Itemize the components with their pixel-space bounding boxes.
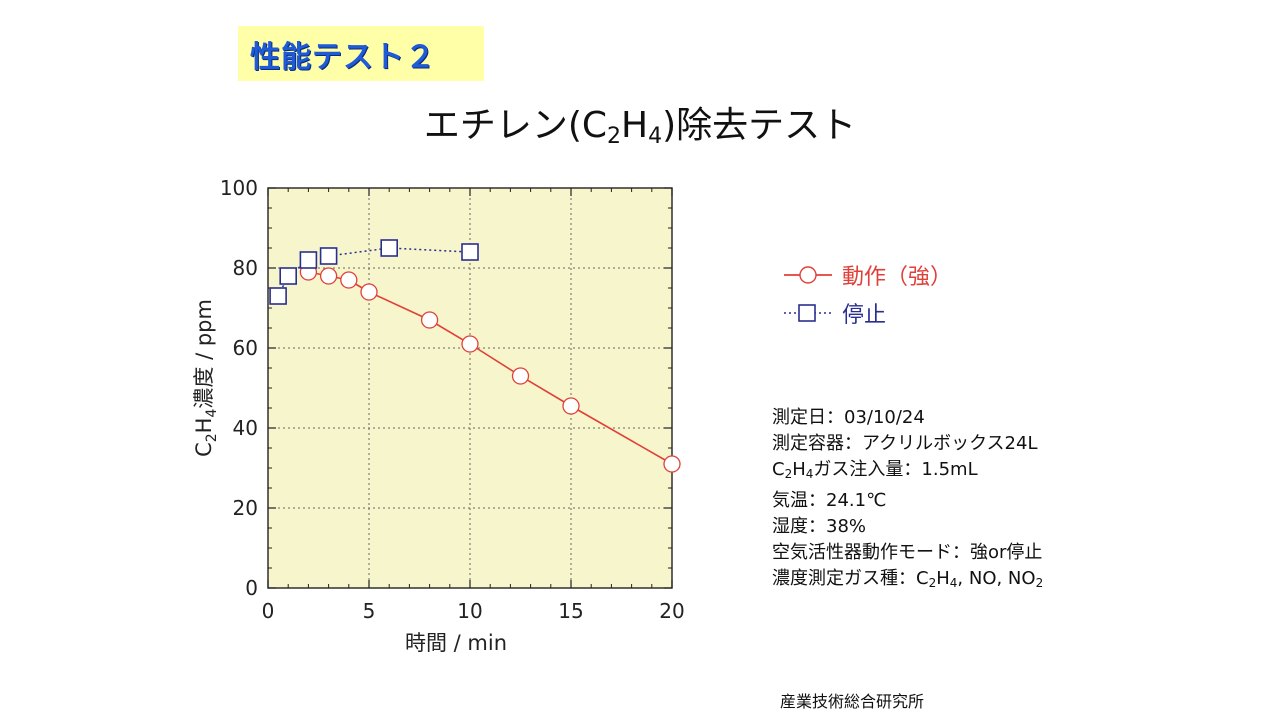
y-axis-label-part: C xyxy=(192,442,216,457)
section-badge-label: 性能テスト２ xyxy=(250,39,436,75)
plot-frame xyxy=(267,187,673,589)
data-point-square xyxy=(380,239,399,257)
section-badge: 性能テスト２ xyxy=(238,26,484,81)
chart-title: エチレン(C2H4)除去テスト xyxy=(380,96,900,149)
title-part: H xyxy=(621,105,649,146)
title-part: )除去テスト xyxy=(662,105,857,146)
y-axis-label-part: 濃度 / ppm xyxy=(192,299,216,409)
info-gas-types: 濃度測定ガス種：C2H4, NO, NO2 xyxy=(772,568,1044,591)
data-point-circle xyxy=(461,335,479,353)
y-tick-label: 60 xyxy=(233,336,258,360)
legend-item-active: 動作（強） xyxy=(782,256,952,294)
legend-label-stopped: 停止 xyxy=(842,303,887,328)
y-axis-label: C2H4濃度 / ppm xyxy=(192,299,220,457)
footer-org: 産業技術総合研究所 xyxy=(780,692,925,711)
legend: 動作（強） 停止 xyxy=(782,256,952,332)
data-point-circle xyxy=(340,271,358,289)
circle-marker-icon xyxy=(784,266,832,284)
info-container: 測定容器：アクリルボックス24L xyxy=(772,433,1038,455)
title-subscript: 2 xyxy=(607,124,622,149)
data-point-square xyxy=(299,251,318,269)
x-tick-label: 0 xyxy=(262,599,275,623)
data-point-circle xyxy=(511,367,530,385)
y-axis-label-part: 2 xyxy=(204,433,220,442)
y-tick-label: 20 xyxy=(233,496,258,520)
info-date: 測定日：03/10/24 xyxy=(772,407,925,428)
x-tick-label: 20 xyxy=(659,599,684,623)
data-point-circle xyxy=(562,397,580,415)
legend-item-stopped: 停止 xyxy=(782,294,952,332)
legend-label-active: 動作（強） xyxy=(842,265,953,290)
square-marker-icon xyxy=(784,304,832,322)
y-tick-label: 40 xyxy=(233,416,258,440)
info-mode: 空気活性器動作モード：強or停止 xyxy=(772,542,1043,564)
x-tick-label: 5 xyxy=(363,599,376,623)
data-point-circle xyxy=(360,283,378,301)
title-subscript: 4 xyxy=(648,124,663,149)
data-point-circle xyxy=(319,267,338,285)
y-tick-label: 0 xyxy=(245,576,258,600)
x-tick-label: 10 xyxy=(457,599,482,623)
y-tick-label: 100 xyxy=(220,176,258,200)
title-part: エチレン(C xyxy=(423,105,608,146)
info-injection: C2H4ガス注入量：1.5mL xyxy=(772,459,978,482)
measurement-info: 測定日：03/10/24 測定容器：アクリルボックス24L C2H4ガス注入量：… xyxy=(772,405,1043,596)
y-axis-label-part: 4 xyxy=(204,409,220,418)
data-point-square xyxy=(461,243,479,261)
info-temperature: 気温：24.1℃ xyxy=(772,489,887,511)
info-humidity: 湿度：38% xyxy=(772,515,867,537)
y-tick-label: 80 xyxy=(233,256,258,280)
data-point-circle xyxy=(420,311,439,329)
x-axis-label: 時間 / min xyxy=(405,631,507,655)
data-point-square xyxy=(319,247,338,265)
data-point-circle xyxy=(663,455,681,473)
y-axis-label-part: H xyxy=(192,418,216,434)
x-tick-label: 15 xyxy=(558,599,583,623)
data-point-square xyxy=(279,267,298,285)
data-point-square xyxy=(269,287,287,305)
